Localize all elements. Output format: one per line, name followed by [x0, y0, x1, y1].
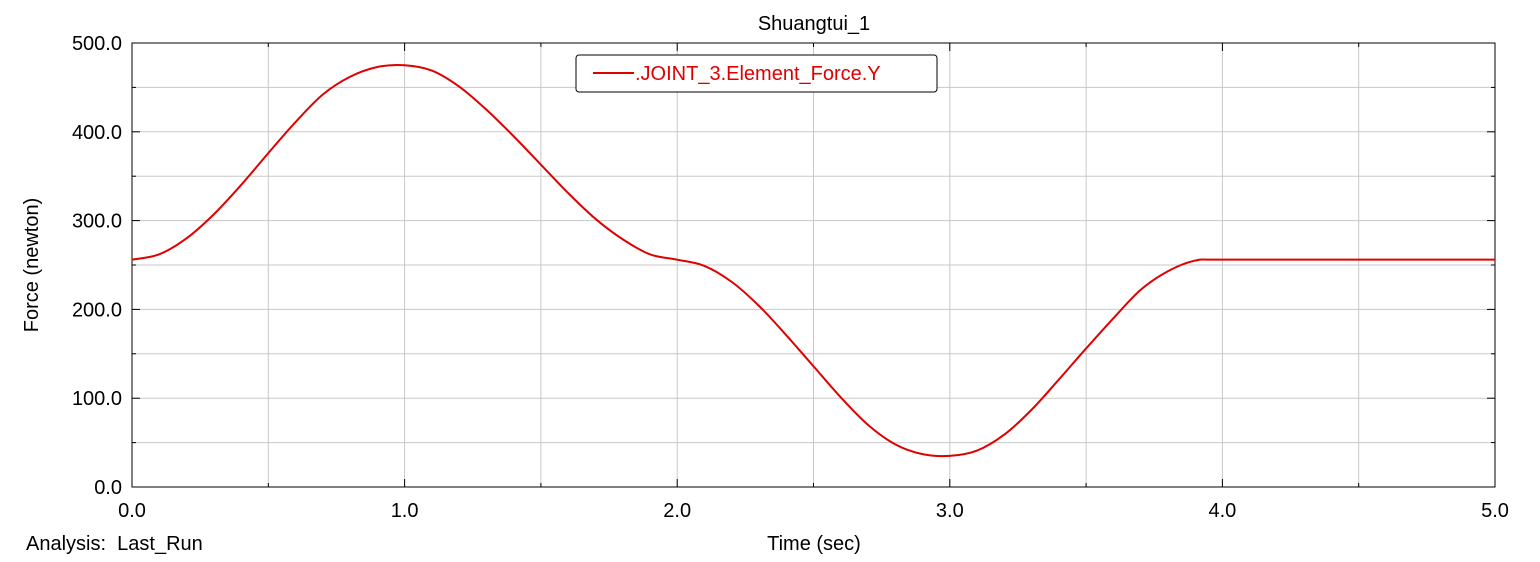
x-tick-label: 3.0 — [936, 500, 964, 522]
y-tick-label: 0.0 — [94, 477, 122, 499]
y-tick-label: 200.0 — [72, 299, 122, 321]
y-axis-label: Force (newton) — [21, 198, 43, 333]
x-tick-label: 1.0 — [391, 500, 419, 522]
x-tick-labels: 0.0 1.0 2.0 3.0 4.0 5.0 — [118, 500, 1509, 522]
analysis-label: Analysis: Last_Run — [26, 533, 203, 555]
x-tick-label: 0.0 — [118, 500, 146, 522]
chart-title: Shuangtui_1 — [758, 13, 870, 35]
grid-lines — [131, 42, 1496, 488]
x-tick-label: 5.0 — [1481, 500, 1509, 522]
legend-entry-label: .JOINT_3.Element_Force.Y — [635, 63, 881, 85]
x-tick-label: 2.0 — [663, 500, 691, 522]
y-tick-label: 100.0 — [72, 388, 122, 410]
x-axis-label: Time (sec) — [767, 533, 861, 555]
series-lines — [131, 63, 1495, 458]
x-tick-label: 4.0 — [1208, 500, 1236, 522]
legend-box — [575, 54, 938, 93]
legend: .JOINT_3.Element_Force.Y — [575, 54, 938, 93]
y-tick-label: 300.0 — [72, 211, 122, 233]
series-line — [131, 63, 1495, 458]
plot-area-frame — [131, 42, 1496, 488]
y-tick-label: 400.0 — [72, 122, 122, 144]
y-tick-label: 500.0 — [72, 33, 122, 55]
y-tick-labels: 0.0 100.0 200.0 300.0 400.0 500.0 — [72, 33, 122, 499]
